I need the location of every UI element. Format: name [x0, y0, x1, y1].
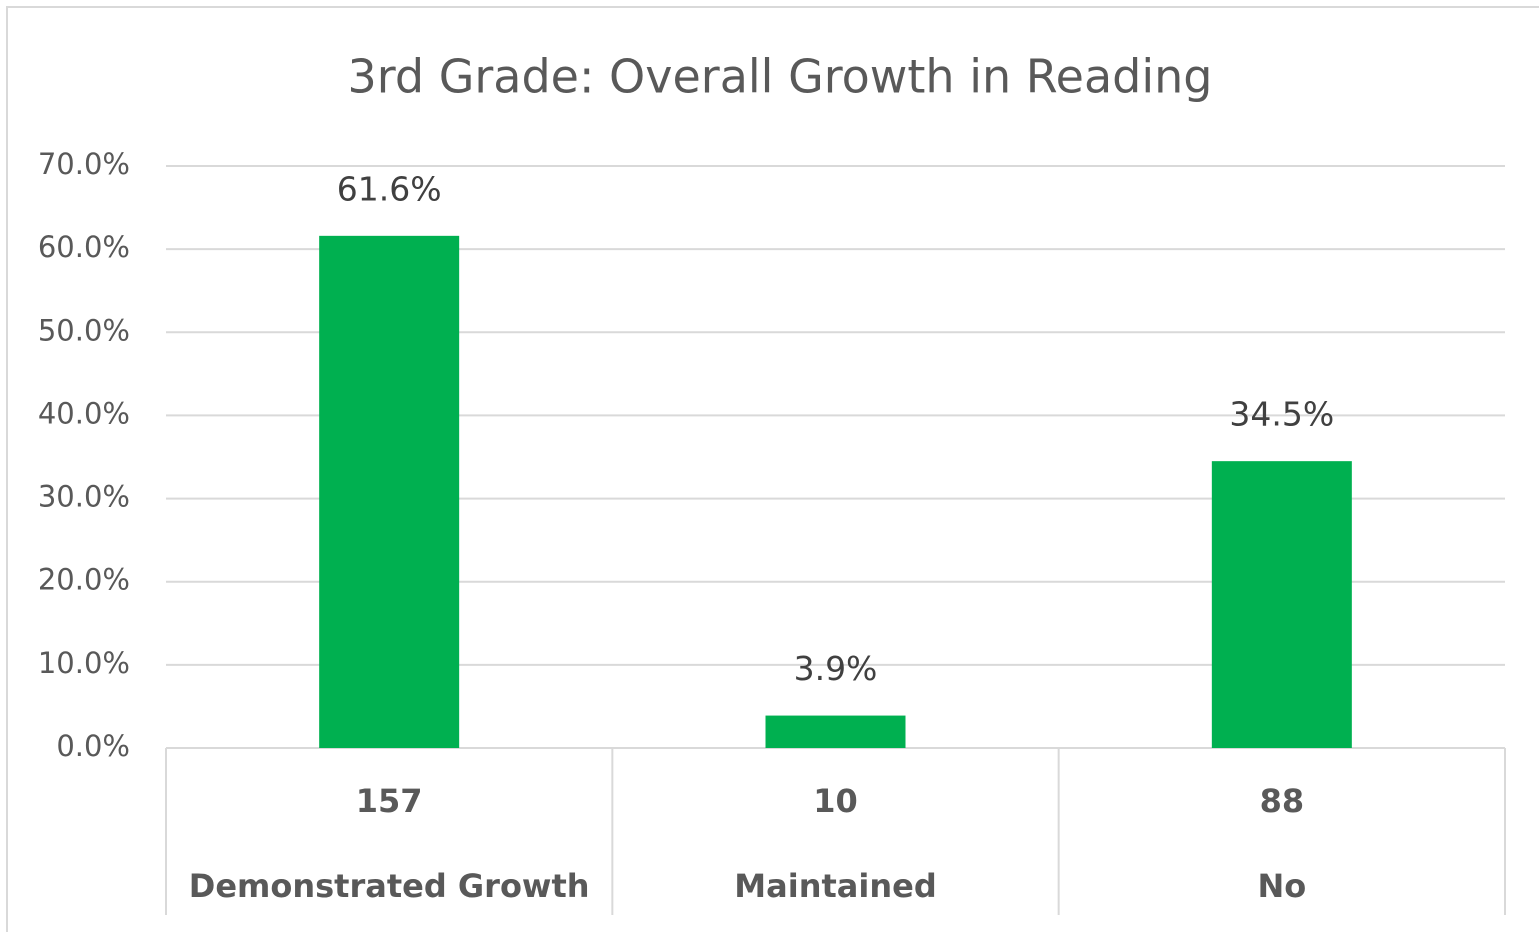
- data-label: 61.6%: [337, 169, 442, 208]
- chart-title: 3rd Grade: Overall Growth in Reading: [348, 50, 1213, 104]
- bar: [319, 235, 460, 749]
- category-count: 88: [1260, 782, 1305, 820]
- y-tick-label: 40.0%: [38, 396, 130, 430]
- data-label: 34.5%: [1229, 395, 1334, 434]
- chart-border: [6, 6, 1539, 932]
- x-tick-label: Demonstrated Growth: [189, 867, 590, 905]
- y-tick-label: 70.0%: [38, 147, 130, 181]
- data-label: 3.9%: [794, 649, 878, 688]
- x-tick-label: Maintained: [734, 867, 936, 905]
- y-tick-label: 50.0%: [38, 313, 130, 347]
- x-tick-label: No: [1257, 867, 1306, 905]
- category-count: 10: [813, 782, 858, 820]
- category-count: 157: [356, 782, 423, 820]
- y-tick-label: 10.0%: [38, 646, 130, 680]
- y-tick-label: 60.0%: [38, 230, 130, 264]
- bar: [1211, 461, 1352, 748]
- y-tick-label: 0.0%: [56, 729, 130, 763]
- y-tick-label: 30.0%: [38, 480, 130, 514]
- bar: [765, 715, 906, 748]
- y-tick-label: 20.0%: [38, 563, 130, 597]
